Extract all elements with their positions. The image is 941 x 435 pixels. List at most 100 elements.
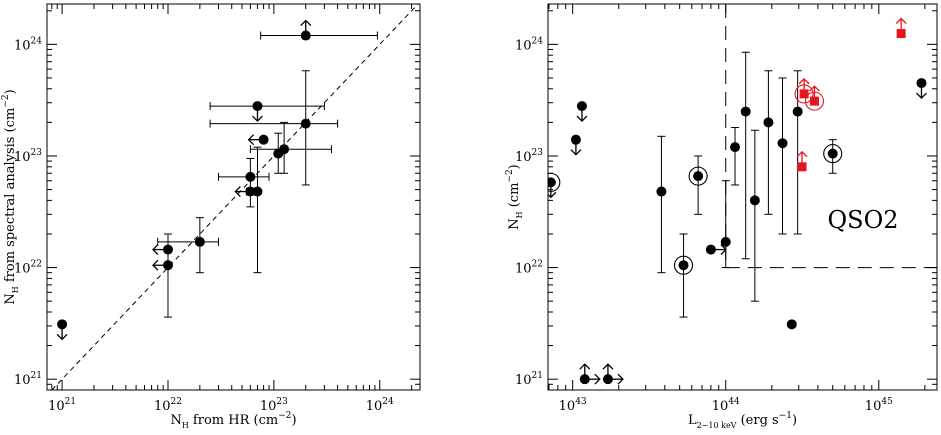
data-point-18 bbox=[796, 150, 808, 172]
right-panel: 1043 1044 1045 1021 1022 1023 1024 L2−10 keV (e… bbox=[505, 3, 938, 430]
upper-limit-arrow-head bbox=[252, 115, 263, 122]
x-tick-label: 1045 bbox=[865, 397, 893, 414]
y-tick-label: 1023 bbox=[515, 148, 543, 165]
upper-limit-arrow-head bbox=[548, 191, 557, 199]
x-tick-label: 1024 bbox=[366, 397, 394, 414]
data-point-17 bbox=[792, 70, 803, 235]
dot-marker bbox=[252, 101, 263, 112]
dot-marker bbox=[678, 260, 689, 271]
x-tick-label: 1043 bbox=[559, 397, 587, 414]
dot-marker bbox=[245, 171, 256, 182]
x-tick-label: 1021 bbox=[48, 397, 76, 414]
data-point-12 bbox=[209, 70, 339, 186]
dot-marker bbox=[300, 30, 311, 41]
data-point-8 bbox=[209, 101, 325, 122]
circle-marker bbox=[823, 144, 843, 164]
one-to-one-line bbox=[51, 4, 419, 390]
dot-marker bbox=[162, 260, 173, 271]
data-point-20 bbox=[804, 85, 825, 111]
dot-marker bbox=[194, 236, 205, 247]
dot-marker bbox=[258, 134, 269, 145]
plot-area bbox=[548, 4, 937, 385]
data-point-4 bbox=[157, 217, 220, 274]
plot-frame bbox=[547, 3, 938, 391]
data-point-6 bbox=[656, 135, 667, 274]
data-point-7 bbox=[245, 146, 263, 274]
dot-marker bbox=[705, 244, 716, 255]
square-marker bbox=[809, 96, 819, 106]
square-marker bbox=[799, 89, 809, 99]
left-panel: 1021 1022 1023 1024 1021 1022 1023 1024 NH from … bbox=[1, 3, 421, 430]
data-point-10 bbox=[720, 180, 731, 269]
dot-marker bbox=[786, 319, 797, 330]
data-point-5 bbox=[602, 363, 624, 385]
plot-frame bbox=[46, 3, 421, 391]
dot-marker bbox=[579, 374, 590, 385]
circle-marker bbox=[673, 255, 694, 275]
y-tick-label: 1024 bbox=[515, 36, 543, 53]
dot-marker bbox=[827, 148, 838, 159]
data-point-19 bbox=[794, 77, 814, 104]
data-point-5 bbox=[218, 157, 270, 208]
upper-limit-arrow-head bbox=[152, 244, 159, 256]
dot-marker bbox=[792, 106, 803, 117]
dot-marker bbox=[252, 186, 263, 197]
data-point-1 bbox=[56, 319, 68, 341]
data-point-22 bbox=[895, 17, 907, 39]
lower-limit-arrow-head bbox=[798, 77, 810, 85]
dot-marker bbox=[720, 236, 731, 247]
tick-marks bbox=[548, 4, 937, 391]
upper-limit-arrow-head bbox=[56, 333, 68, 341]
lower-limit-arrow-head bbox=[602, 363, 614, 370]
lower-limit-arrow-head bbox=[579, 363, 591, 370]
circle-marker bbox=[548, 172, 561, 192]
data-point-14 bbox=[763, 70, 774, 215]
data-point-12 bbox=[740, 51, 751, 260]
dot-marker bbox=[300, 118, 311, 129]
dot-marker bbox=[57, 319, 68, 330]
x-tick-label: 1022 bbox=[154, 397, 182, 414]
data-point-2 bbox=[152, 244, 173, 256]
data-point-8 bbox=[688, 155, 708, 215]
dot-marker bbox=[916, 78, 927, 89]
data-point-15 bbox=[777, 77, 788, 235]
lower-limit-arrow-head bbox=[617, 373, 624, 385]
lower-limit-arrow-head bbox=[895, 17, 907, 25]
y-tick-label: 1023 bbox=[14, 148, 42, 165]
qso2-label: QSO2 bbox=[827, 206, 898, 234]
lower-limit-arrow-head bbox=[594, 373, 601, 385]
data-point-3 bbox=[576, 101, 588, 122]
upper-limit-arrow-head bbox=[247, 134, 255, 146]
data-point-9 bbox=[247, 134, 269, 146]
data-point-13 bbox=[749, 129, 760, 302]
y-axis-label: NH from spectral analysis (cm−2) bbox=[1, 89, 20, 304]
lower-limit-arrow-head bbox=[300, 19, 312, 26]
plot-area bbox=[51, 4, 419, 390]
y-axis-label: NH (cm−2) bbox=[505, 164, 524, 230]
data-point-1 bbox=[548, 172, 561, 199]
data-point-13 bbox=[260, 19, 378, 41]
x-axis-label: NH from HR (cm−2) bbox=[170, 411, 296, 430]
data-point-9 bbox=[705, 244, 727, 256]
lower-limit-arrow-head bbox=[809, 85, 820, 92]
dot-marker bbox=[740, 106, 751, 117]
tick-marks bbox=[47, 4, 420, 391]
data-point-21 bbox=[823, 139, 843, 174]
x-tick-label: 1023 bbox=[260, 397, 288, 414]
x-tick-label: 1044 bbox=[712, 397, 740, 414]
y-tick-label: 1021 bbox=[515, 371, 543, 388]
upper-limit-arrow-head bbox=[570, 149, 582, 156]
lower-limit-arrow-head bbox=[796, 150, 808, 158]
dot-marker bbox=[570, 134, 581, 145]
data-point-23 bbox=[916, 78, 927, 99]
dot-marker bbox=[693, 171, 704, 182]
y-tick-label: 1022 bbox=[14, 260, 42, 277]
dot-marker bbox=[602, 374, 613, 385]
data-point-7 bbox=[673, 233, 694, 318]
data-point-3 bbox=[152, 233, 173, 318]
data-point-11 bbox=[730, 126, 741, 186]
data-point-16 bbox=[786, 319, 797, 330]
dot-marker bbox=[730, 142, 741, 153]
